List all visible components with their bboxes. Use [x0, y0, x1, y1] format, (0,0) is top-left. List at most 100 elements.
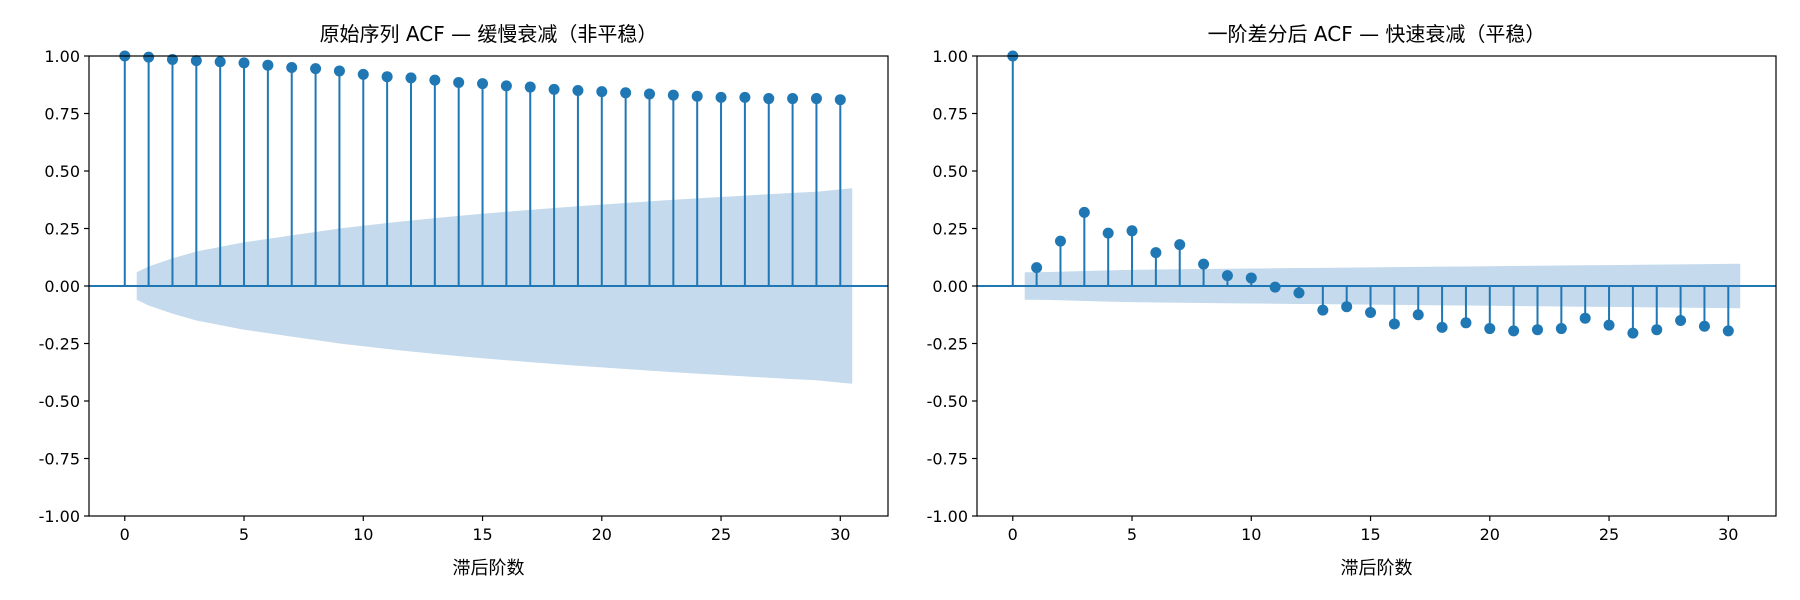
stem-marker: [1293, 287, 1305, 299]
y-tick-label: 0.75: [44, 105, 80, 124]
stem-marker: [1675, 315, 1687, 326]
stem-marker: [667, 89, 679, 101]
stem-marker: [286, 62, 298, 73]
stem-marker: [739, 91, 751, 103]
stem-layer: [977, 50, 1776, 339]
stem-marker: [143, 51, 155, 63]
stem-marker: [643, 88, 655, 100]
y-tick-label: -0.50: [927, 392, 968, 411]
x-tick-label: 15: [472, 525, 492, 544]
y-tick-label: -0.50: [39, 392, 80, 411]
y-tick-label: 1.00: [44, 47, 80, 66]
stem-marker: [715, 91, 727, 103]
y-tick-label: -1.00: [39, 507, 80, 526]
y-tick-label: 0.50: [44, 162, 80, 181]
y-tick-label: 0.50: [932, 162, 968, 181]
y-tick-label: -1.00: [927, 507, 968, 526]
stem-marker: [1579, 312, 1591, 324]
y-tick-label: -0.25: [927, 335, 968, 354]
stem-marker: [1198, 258, 1210, 270]
stem-marker: [1627, 327, 1639, 339]
stem-marker: [357, 68, 369, 80]
stem-marker: [1651, 324, 1663, 336]
stem-marker: [691, 90, 703, 102]
stem-marker: [620, 87, 632, 99]
y-tick-label: 0.25: [932, 220, 968, 239]
stem-marker: [238, 57, 250, 69]
stem-marker: [1102, 227, 1114, 239]
stem-marker: [1436, 321, 1448, 333]
stem-marker: [1341, 301, 1353, 313]
x-tick-label: 0: [1008, 525, 1018, 544]
stem-marker: [1031, 262, 1043, 274]
acf-panel-differenced: 一阶差分后 ACF — 快速衰减（平稳） -1.00 -0.75 -0.50 -0.2…: [927, 22, 1777, 579]
stem-marker: [1365, 306, 1377, 318]
x-tick-label: 5: [239, 525, 249, 544]
stem-marker: [763, 93, 775, 105]
stem-marker: [1603, 319, 1615, 331]
x-axis-title: 滞后阶数: [1341, 558, 1413, 579]
stem-marker: [333, 65, 345, 77]
acf-panel-original: 原始序列 ACF — 缓慢衰减（非平稳） -1.00 -0.75 -0.50 -0.2…: [39, 22, 889, 579]
x-tick-label: 30: [1718, 525, 1738, 544]
stem-marker: [1174, 239, 1186, 251]
stem-marker: [1388, 318, 1400, 330]
y-tick-label: 0.00: [932, 277, 968, 296]
stem-marker: [1508, 325, 1520, 337]
y-tick-label: -0.75: [927, 450, 968, 469]
stem-marker: [787, 93, 799, 105]
stem-marker: [405, 72, 417, 84]
stem-marker: [381, 71, 393, 83]
x-tick-label: 15: [1360, 525, 1380, 544]
x-tick-label: 10: [353, 525, 373, 544]
stem-marker: [190, 55, 202, 67]
x-tick-label: 25: [1599, 525, 1619, 544]
x-tick-label: 30: [830, 525, 850, 544]
stem-marker: [429, 74, 441, 86]
panel-title: 一阶差分后 ACF — 快速衰减（平稳）: [1208, 22, 1546, 46]
stem-marker: [1245, 272, 1257, 284]
stem-marker: [1078, 206, 1090, 218]
stem-marker: [1412, 309, 1424, 321]
stem-marker: [262, 59, 274, 71]
x-axis-title: 滞后阶数: [453, 558, 525, 579]
stem-marker: [1484, 323, 1496, 335]
stem-marker: [1150, 247, 1162, 259]
stem-marker: [596, 86, 608, 98]
stem-marker: [477, 78, 489, 90]
stem-marker: [524, 81, 536, 93]
stem-marker: [834, 94, 846, 106]
stem-marker: [1555, 323, 1567, 335]
stem-marker: [166, 53, 178, 65]
stem-marker: [500, 80, 512, 92]
stem-marker: [572, 85, 584, 96]
stem-layer: [89, 50, 888, 287]
x-tick-label: 20: [1480, 525, 1500, 544]
y-tick-label: 1.00: [932, 47, 968, 66]
stem-marker: [1460, 317, 1472, 329]
y-tick-label: 0.75: [932, 105, 968, 124]
panel-title: 原始序列 ACF — 缓慢衰减（非平稳）: [320, 22, 658, 46]
stem-marker: [1317, 304, 1329, 316]
x-tick-label: 5: [1127, 525, 1137, 544]
y-tick-label: 0.00: [44, 277, 80, 296]
stem-marker: [453, 76, 465, 88]
stem-marker: [1722, 325, 1734, 337]
stem-marker: [810, 93, 822, 105]
stem-marker: [548, 83, 560, 95]
x-tick-label: 10: [1241, 525, 1261, 544]
x-tick-label: 0: [120, 525, 130, 544]
x-tick-label: 20: [592, 525, 612, 544]
stem-marker: [1269, 281, 1281, 293]
stem-marker: [1221, 270, 1233, 282]
x-tick-label: 25: [711, 525, 731, 544]
stem-marker: [1531, 324, 1543, 336]
axes-layer: -1.00 -0.75 -0.50 -0.25 0.00 0.25 0.50 0.75 1.00…: [39, 47, 889, 544]
y-tick-label: -0.25: [39, 335, 80, 354]
y-tick-label: 0.25: [44, 220, 80, 239]
stem-marker: [1698, 320, 1710, 332]
stem-marker: [1054, 235, 1066, 247]
axes-layer: -1.00 -0.75 -0.50 -0.25 0.00 0.25 0.50 0.75 1.00…: [927, 47, 1777, 544]
y-tick-label: -0.75: [39, 450, 80, 469]
